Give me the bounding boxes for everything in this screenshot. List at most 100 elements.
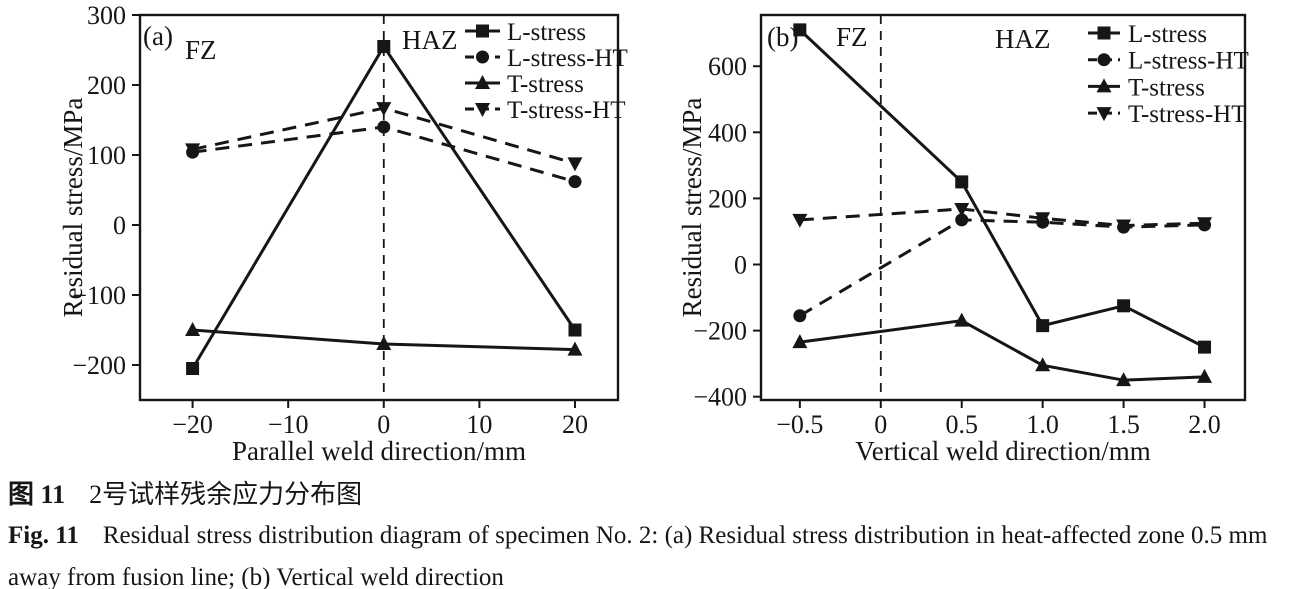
annotation-FZ: FZ — [185, 35, 217, 65]
x-axis-title: Parallel weld direction/mm — [232, 436, 526, 464]
x-tick-label: −10 — [268, 410, 309, 439]
marker-circle — [1097, 53, 1111, 67]
caption-zh-text: 2号试样残余应力分布图 — [89, 480, 363, 509]
x-tick-label: 0 — [874, 410, 887, 439]
y-tick-label: 0 — [113, 211, 126, 240]
series-l-stress-ht — [793, 213, 1212, 323]
y-axis-title: Residual stress/MPa — [677, 98, 707, 318]
plot-border — [138, 13, 620, 402]
caption-en-line2: away from fusion line; (b) Vertical weld… — [8, 557, 1298, 589]
marker-triangle-up — [1096, 78, 1112, 93]
caption-en-text1: Residual stress distribution diagram of … — [102, 522, 1268, 549]
legend-label: L-stress — [507, 19, 586, 46]
x-tick-label: −0.5 — [776, 410, 823, 439]
marker-square — [793, 23, 807, 37]
marker-square — [1117, 299, 1131, 313]
series-t-stress — [792, 312, 1213, 387]
y-tick-label: 600 — [708, 52, 747, 81]
y-tick-label: −100 — [72, 281, 126, 310]
legend-label: T-stress — [1128, 74, 1205, 101]
plot-border — [759, 13, 1247, 402]
series-t-stress — [185, 322, 583, 356]
marker-triangle-up — [475, 75, 490, 89]
marker-triangle-down — [1197, 217, 1213, 232]
marker-square — [476, 24, 489, 38]
series-l-stress — [186, 40, 582, 375]
y-tick-label: 100 — [87, 141, 126, 170]
marker-square — [1036, 319, 1050, 333]
marker-triangle-down — [376, 102, 392, 117]
y-tick-label: −200 — [72, 351, 126, 380]
y-tick-label: 0 — [734, 251, 747, 280]
marker-triangle-down — [567, 157, 583, 172]
figure-captions: 图 11 2号试样残余应力分布图 Fig. 11 Residual stress d… — [0, 464, 1298, 589]
x-tick-label: 10 — [466, 410, 492, 439]
marker-triangle-down — [1096, 107, 1112, 122]
legend-label: L-stress-HT — [507, 45, 628, 72]
series-t-stress-ht — [185, 102, 583, 172]
series-l-stress — [793, 23, 1212, 354]
y-axis-title: Residual stress/MPa — [58, 98, 88, 318]
marker-circle — [377, 120, 391, 134]
x-axis: −0.5 0 0.5 1.0 1.5 2.0 — [776, 400, 1221, 439]
legend-label: T-stress-HT — [507, 97, 626, 124]
series-line — [799, 319, 1205, 382]
y-tick-label: 200 — [708, 184, 747, 213]
y-tick-label: 200 — [87, 71, 126, 100]
marker-square — [568, 323, 582, 337]
y-tick-label: −200 — [693, 317, 747, 346]
marker-triangle-down — [185, 143, 201, 158]
marker-triangle-down — [792, 213, 808, 228]
series-line — [799, 218, 1205, 318]
marker-circle — [568, 175, 582, 189]
y-tick-label: −400 — [693, 383, 747, 412]
charts-row: −20 −10 0 10 20 300 200 100 0 −100 −200 Parallel we… — [58, 1, 1249, 464]
caption-en-text2: away from fusion line; (b) Vertical weld… — [8, 564, 504, 589]
series-t-stress-ht — [792, 202, 1213, 234]
legend-label: T-stress-HT — [1128, 101, 1247, 128]
caption-zh: 图 11 2号试样残余应力分布图 — [8, 474, 1298, 515]
x-tick-label: 1.0 — [1026, 410, 1059, 439]
marker-circle — [476, 50, 489, 64]
marker-triangle-up — [567, 341, 583, 356]
caption-en-label: Fig. 11 — [8, 522, 79, 549]
marker-circle — [793, 309, 807, 323]
marker-square — [1097, 26, 1111, 40]
annotation-HAZ: HAZ — [995, 24, 1051, 54]
marker-circle — [955, 213, 969, 227]
marker-triangle-up — [1035, 357, 1051, 372]
marker-triangle-down — [1035, 212, 1051, 227]
marker-triangle-up — [954, 312, 970, 327]
marker-triangle-down — [475, 103, 490, 117]
marker-square — [186, 362, 200, 375]
x-axis: −20 −10 0 10 20 — [172, 400, 588, 439]
y-tick-label: 300 — [87, 1, 126, 30]
marker-triangle-up — [1116, 372, 1132, 387]
x-axis-title: Vertical weld direction/mm — [855, 436, 1150, 464]
legend-label: L-stress-HT — [1128, 48, 1249, 75]
x-tick-label: 0.5 — [945, 410, 978, 439]
annotation-FZ: FZ — [836, 22, 868, 52]
marker-triangle-down — [954, 202, 970, 217]
legend-label: T-stress — [507, 71, 584, 98]
chart-b: −0.5 0 0.5 1.0 1.5 2.0 600 400 200 0 −200 −400 Verti… — [677, 13, 1249, 464]
marker-square — [955, 175, 969, 189]
x-tick-label: 20 — [562, 410, 588, 439]
y-tick-label: 400 — [708, 118, 747, 147]
marker-triangle-up — [185, 322, 201, 336]
caption-zh-label: 图 11 — [8, 480, 66, 509]
y-axis: 300 200 100 0 −100 −200 — [72, 1, 140, 380]
marker-triangle-up — [376, 336, 392, 350]
annotation-a: (a) — [143, 21, 173, 51]
x-tick-label: −20 — [172, 410, 213, 439]
y-axis: 600 400 200 0 −200 −400 — [693, 52, 761, 412]
annotation-b: (b) — [767, 22, 798, 52]
legend-label: L-stress — [1128, 21, 1207, 48]
marker-triangle-up — [1197, 368, 1213, 383]
series-line — [799, 207, 1205, 228]
x-tick-label: 2.0 — [1188, 410, 1221, 439]
caption-en-line1: Fig. 11 Residual stress distribution diag… — [8, 515, 1298, 556]
